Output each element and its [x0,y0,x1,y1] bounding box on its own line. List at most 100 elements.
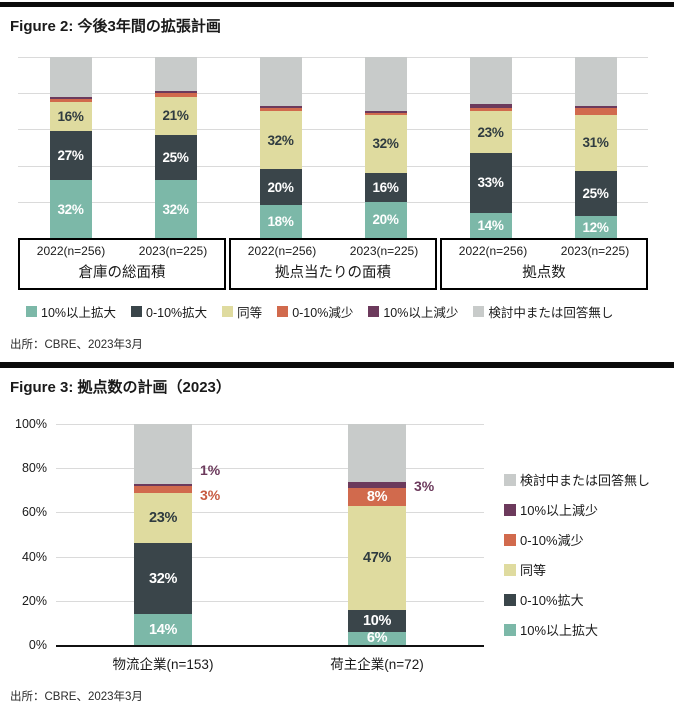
segment-value-label: 16% [57,109,84,125]
bar-x-label: 2022(n=256) [458,244,528,258]
segment-decline0_10 [154,93,197,97]
segment-value-label: 31% [582,135,609,151]
stacked-bar: 6% 10% 47% 8% 3% [348,424,434,647]
segment-same: 32% [259,111,302,170]
segment-na [348,424,406,482]
legend-swatch [504,623,516,636]
legend-label: 10%以上減少 [520,503,599,518]
stacked-bar: 32% 25% 21% [154,57,197,238]
bar-year-labels: 2022(n=256) 2023(n=225) [20,244,224,258]
segment-same: 21% [154,96,197,135]
segment-na [259,57,302,106]
stacked-bar: 18% 20% 32% [259,57,302,238]
segment-decline10 [49,96,92,99]
gridline [56,556,484,558]
legend-item-same: 同等 [504,560,650,579]
segment-expand10: 14% [134,614,192,645]
bar-x-label: 2023(n=225) [138,244,208,258]
bar-group: 14% 33% 23% 12% 25% 31% [438,57,648,238]
top-divider [0,2,674,7]
gridline [56,424,484,425]
gridline [18,93,648,95]
legend-label: 0-10%減少 [520,533,584,548]
segment-value-label: 14% [477,217,504,233]
segment-na [134,424,192,484]
segment-expand10: 20% [364,201,407,238]
legend-item-expand10: 10%以上拡大 [26,302,116,321]
figure2-title: Figure 2: 今後3年間の拡張計画 [10,18,221,35]
bar-group: 18% 20% 32% 20% 16% 32% [228,57,438,238]
segment-value-label: 32% [267,132,294,148]
segment-decline10 [259,105,302,108]
y-tick-label: 0% [28,638,47,652]
mid-divider [0,362,674,368]
legend-swatch [504,473,516,486]
legend-swatch [504,563,516,576]
legend-item-expand10: 10%以上拡大 [504,620,650,639]
segment-same: 23% [469,111,512,153]
legend-label: 10%以上減少 [383,306,459,320]
segment-decline10 [134,483,192,486]
gridline [56,600,484,602]
figure3-bars-area: 14% 32% 23% 1% 3% 6% 10% 47% 8% 3% [56,424,484,647]
segment-value-label: 27% [57,148,84,164]
segment-value-label: 6% [366,630,388,647]
legend-item-na: 検討中または回答無し [473,302,613,321]
segment-value-label: 21% [162,108,189,124]
segment-decline0_10: 8% [348,488,406,506]
segment-decline0_10 [259,107,302,112]
segment-same: 47% [348,505,406,610]
segment-value-label: 20% [267,179,294,195]
figure2-legend: 10%以上拡大 0-10%拡大 同等 0-10%減少 10%以上減少 検討中または回答無し [26,302,674,321]
segment-decline0_10 [364,113,407,115]
figure3-x-labels: 物流企業(n=153) 荷主企業(n=72) [56,647,484,673]
segment-value-label: 32% [372,136,399,152]
segment-value-label: 14% [148,621,178,638]
segment-value-label: 32% [162,201,189,217]
segment-decline0_10 [134,485,192,493]
legend-item-decline0_10: 0-10%減少 [504,530,650,549]
legend-item-same: 同等 [222,302,262,321]
legend-swatch [277,306,289,317]
legend-label: 10%以上拡大 [520,623,599,638]
callout-label: 3% [414,477,435,494]
segment-decline10 [154,91,197,94]
legend-label: 0-10%拡大 [520,593,584,608]
axis-group-box: 2022(n=256) 2023(n=225) 拠点数 [440,238,648,290]
gridline [18,165,648,167]
legend-item-expand0_10: 0-10%拡大 [504,590,650,609]
figure3-y-axis: 0% 20% 40% 60% 80% 100% [10,417,56,652]
segment-value-label: 18% [267,214,294,230]
group-label: 倉庫の総面積 [78,265,166,281]
figure3-plot-column: 0% 20% 40% 60% 80% 100% 14% 32% 23% 1% 3% 6% 10% 47%… [10,417,484,673]
segment-same: 16% [49,102,92,132]
segment-value-label: 10% [362,612,392,629]
segment-value-label: 12% [582,219,609,235]
segment-na [469,57,512,105]
stacked-bar: 32% 27% 16% [49,57,92,238]
segment-expand0_10: 27% [49,131,92,181]
legend-item-decline0_10: 0-10%減少 [277,302,353,321]
legend-item-na: 検討中または回答無し [504,470,650,489]
figure2-section: Figure 2: 今後3年間の拡張計画 32% 27% 16% 32% 25% 21% 1… [0,17,674,352]
segment-expand0_10: 32% [134,543,192,615]
y-tick-label: 40% [21,549,47,564]
bar-x-label: 物流企業(n=153) [112,657,214,672]
segment-expand0_10: 33% [469,152,512,213]
bar-x-label: 2022(n=256) [247,244,317,258]
y-tick-label: 80% [21,461,47,476]
legend-label: 同等 [237,306,263,320]
legend-item-expand0_10: 0-10%拡大 [131,302,207,321]
gridline [56,468,484,470]
bar-x-label: 2023(n=225) [349,244,419,258]
figure2-bars-area: 32% 27% 16% 32% 25% 21% 18% 20% 32% 20% 16% 32% 14% 3… [18,57,648,238]
segment-same: 31% [574,114,617,172]
segment-value-label: 20% [372,212,399,228]
bar-year-labels: 2022(n=256) 2023(n=225) [231,244,435,258]
legend-label: 検討中または回答無し [488,306,614,320]
segment-expand10: 14% [469,212,512,238]
stacked-bar: 14% 33% 23% [469,57,512,238]
gridline [56,512,484,514]
bar-x-label: 荷主企業(n=72) [330,657,424,672]
legend-swatch [368,306,380,317]
